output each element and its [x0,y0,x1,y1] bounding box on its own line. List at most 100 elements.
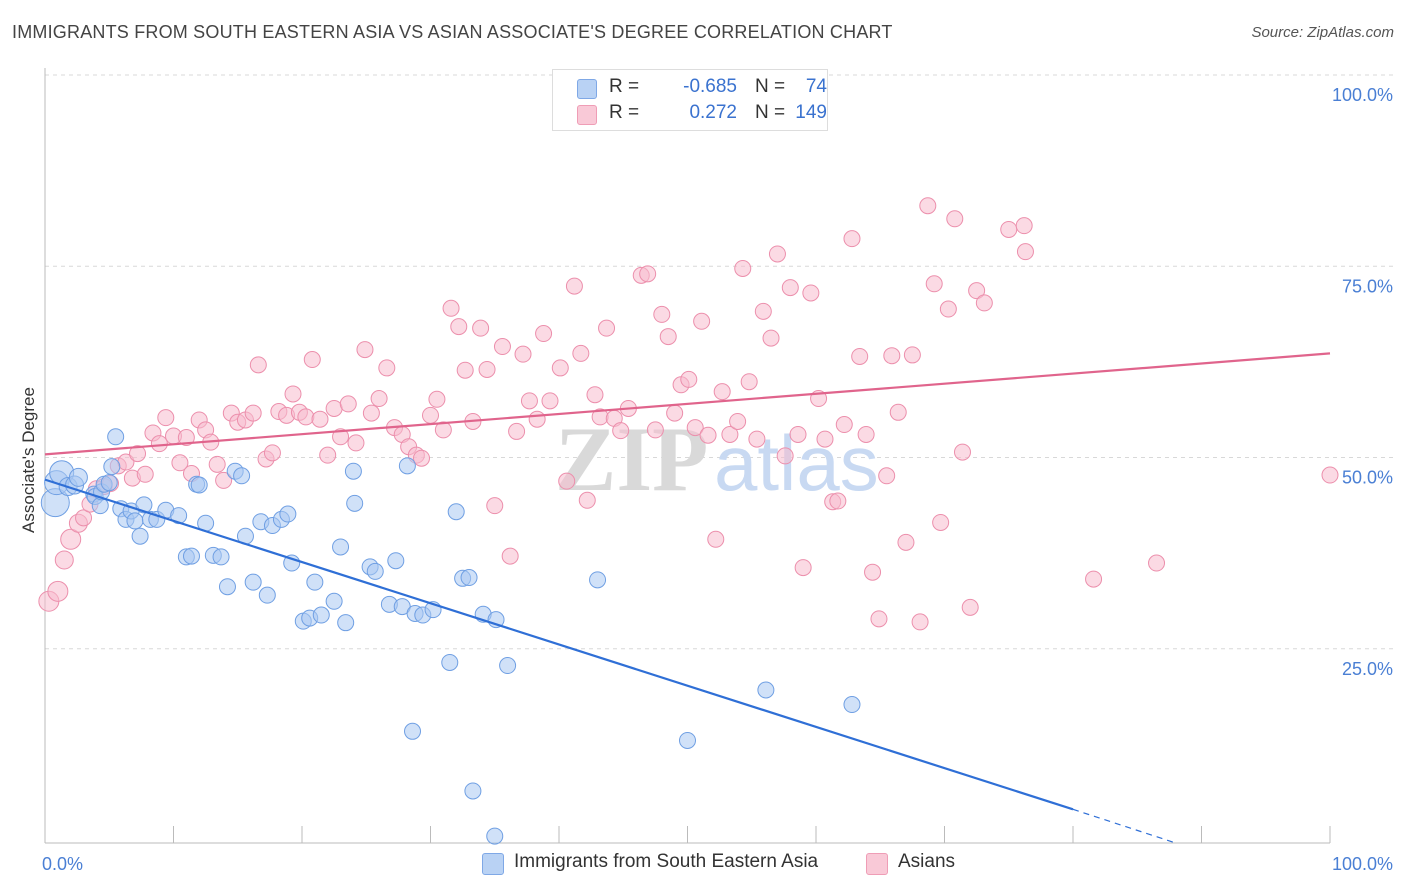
asians-point [707,530,725,548]
sea-point [344,462,362,480]
sea-point [258,586,276,604]
sea-point [346,494,364,512]
asians-point [699,426,717,444]
asians-point [1085,570,1103,588]
asians-point [171,454,189,472]
sea-point [103,458,121,476]
grid-lines [45,74,1395,650]
asians-point [919,197,937,215]
asians-point [878,467,896,485]
asians-point [748,430,766,448]
asians-point [883,347,901,365]
sea-point [100,474,118,492]
asians-point [486,497,504,515]
asians-point [263,444,281,462]
x-tick-label: 100.0% [1332,854,1393,874]
asians-point [303,351,321,369]
asians-point [659,328,677,346]
asians-point [572,344,590,362]
asians-point [215,471,233,489]
sea-point [233,467,251,485]
asians-point [586,386,604,404]
bottom-legend-swatch-asians [866,853,888,875]
asians-point [754,302,772,320]
asians-point [925,275,943,293]
asians-point [686,419,704,437]
asians-point [208,455,226,473]
asians-point [332,428,350,446]
sea-trend-line [44,478,1074,811]
sea-point [190,476,208,494]
y-tick-label: 50.0% [1342,468,1393,488]
asians-point [450,318,468,336]
sea-point [460,569,478,587]
sea-point [325,592,343,610]
asians-point [953,443,971,461]
asians-point [493,338,511,356]
asians-point [740,373,758,391]
asians-point [612,422,630,440]
y-axis-label: Associate's Degree [19,387,38,533]
asians-point [47,580,69,602]
asians-point [1148,554,1166,572]
sea-point [757,681,775,699]
asians-point [413,449,431,467]
asians-point [422,406,439,424]
asians-point [794,559,812,577]
bottom-legend-swatch-sea [482,853,504,875]
asians-point [129,445,147,463]
bottom-legend-label-asians: Asians [898,851,956,872]
asians-point [578,491,596,509]
sea-point [244,573,262,591]
asians-point [54,550,74,570]
asians-point [434,421,452,439]
asians-point [284,385,302,403]
asians-point [1015,217,1033,235]
asians-point [370,390,388,408]
asians-point [666,404,684,422]
asians-point [857,425,875,443]
chart-title: IMMIGRANTS FROM SOUTH EASTERN ASIA VS AS… [12,22,893,42]
legend-n-label: N = [755,102,786,123]
asians-point [864,563,882,581]
asians-point [729,412,747,430]
y-tick-label: 100.0% [1332,85,1393,105]
asians-point [598,319,616,337]
sea-point [337,614,355,632]
asians-point [558,472,576,490]
asians-point [870,610,888,628]
asians-point [889,403,907,421]
asians-point [968,282,986,300]
asians-point [776,447,794,465]
asians-point [520,392,538,410]
x-tick-label: 0.0% [42,854,83,874]
asians-point [975,294,993,312]
asians-point [244,404,262,422]
sea-point [126,512,144,530]
asians-point [508,422,526,440]
sea-point [366,562,384,580]
tick-labels: 25.0% 50.0% 75.0% 100.0% 0.0% 100.0% [42,85,1393,874]
asians-point [565,277,583,295]
asians-point [347,434,365,452]
asians-point [362,404,380,422]
legend-r-value-sea: -0.685 [683,76,737,97]
asians-point [946,210,964,228]
sea-point [843,696,861,714]
source-label: Source: ZipAtlas.com [1251,24,1394,41]
sea-point [464,782,482,800]
sea-point [499,657,517,675]
asians-point [157,409,175,427]
asians-point [514,345,532,363]
legend-n-label: N = [755,76,786,97]
sea-point [404,722,422,740]
asians-point [356,341,374,359]
asians-point [903,346,921,364]
asians-point [535,325,553,343]
sea-point [589,571,607,589]
asians-point [829,492,847,510]
sea-point [447,503,465,521]
asians-point [442,299,460,317]
legend-r-value-asians: 0.272 [689,102,737,123]
